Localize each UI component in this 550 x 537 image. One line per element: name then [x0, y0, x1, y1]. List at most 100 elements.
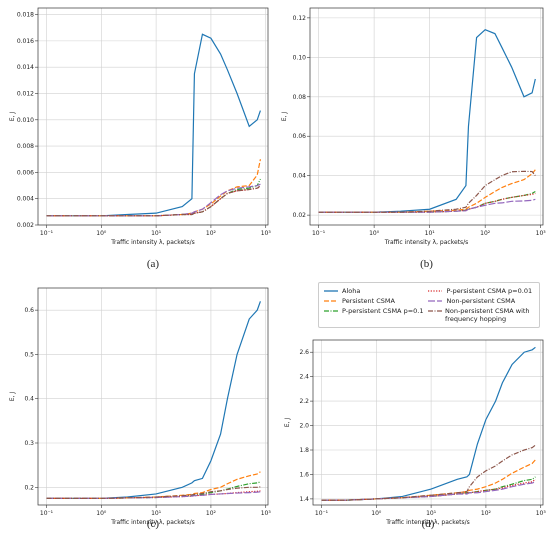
caption: (a)	[147, 258, 160, 270]
y-axis-label: E, J	[9, 112, 16, 122]
y-tick-label: 0.12	[293, 15, 307, 22]
series-line	[46, 178, 261, 217]
y-tick-label: 0.008	[17, 143, 34, 150]
x-tick-label: 10²	[481, 510, 492, 517]
x-tick-label: 10⁰	[369, 230, 380, 237]
legend-item: Aloha	[323, 287, 423, 295]
series-line	[318, 170, 536, 213]
legend-swatch	[428, 290, 443, 292]
x-tick-label: 10¹	[426, 510, 437, 517]
x-tick-label: 10¹	[425, 230, 436, 237]
x-tick-label: 10¹	[151, 230, 162, 237]
y-axis-label: E, J	[284, 418, 291, 428]
plot-frame	[309, 7, 544, 226]
series-line	[321, 444, 536, 501]
plot-frame	[37, 7, 269, 226]
legend-item: P-persistent CSMA p=0.1	[323, 307, 423, 323]
y-tick-label: 1.8	[299, 447, 309, 454]
caption: (b)	[420, 258, 433, 270]
series-line	[318, 198, 536, 213]
y-tick-label: 0.010	[17, 117, 34, 124]
y-tick-label: 0.3	[24, 440, 34, 447]
x-tick-label: 10²	[206, 510, 217, 517]
y-tick-label: 0.002	[17, 222, 34, 229]
y-axis-label: E, J	[9, 392, 16, 402]
x-tick-label: 10⁰	[96, 230, 107, 237]
x-axis-label: Traffic intensity λ, packets/s	[385, 519, 470, 526]
y-tick-label: 1.4	[299, 496, 309, 503]
x-axis-label: Traffic intensity λ, packets/s	[110, 519, 195, 526]
x-axis-label: Traffic intensity λ, packets/s	[110, 239, 195, 246]
y-tick-label: 0.10	[293, 54, 307, 61]
series-line	[46, 185, 261, 217]
y-axis-label: E, J	[281, 112, 288, 122]
y-tick-label: 0.006	[17, 169, 34, 176]
legend-swatch	[324, 290, 338, 292]
series-line	[46, 486, 261, 499]
y-tick-label: 0.014	[17, 64, 34, 71]
legend-item: Non-persistent CSMA	[427, 297, 535, 305]
plot-frame	[312, 339, 544, 506]
series-line	[321, 481, 536, 501]
series-line	[46, 159, 262, 217]
y-tick-label: 0.4	[24, 396, 34, 403]
y-tick-label: 1.6	[299, 471, 309, 478]
y-tick-label: 0.5	[24, 351, 34, 358]
x-tick-label: 10²	[206, 230, 217, 237]
y-tick-label: 2.6	[299, 349, 309, 356]
y-tick-label: 0.016	[17, 38, 34, 45]
x-tick-label: 10³	[536, 230, 547, 237]
legend-item: Non-persistent CSMA with frequency hoppi…	[427, 307, 535, 323]
y-tick-label: 0.2	[24, 484, 34, 491]
legend-label: P-persistent CSMA p=0.01	[446, 287, 533, 295]
legend-swatch	[428, 300, 443, 302]
series-line	[46, 186, 261, 217]
y-tick-label: 2.2	[299, 398, 309, 405]
y-tick-label: 0.02	[293, 212, 307, 219]
y-tick-label: 0.012	[17, 90, 34, 97]
series-line	[321, 346, 536, 501]
series-line	[321, 459, 536, 501]
y-tick-label: 0.018	[17, 12, 34, 19]
x-tick-label: 10⁻¹	[40, 510, 54, 517]
x-axis-label: Traffic intensity λ, packets/s	[384, 239, 469, 246]
series-line	[46, 301, 261, 499]
legend-label: Persistent CSMA	[342, 297, 395, 305]
legend-swatch	[324, 310, 338, 312]
x-tick-label: 10⁰	[371, 510, 382, 517]
x-tick-label: 10⁰	[96, 510, 107, 517]
y-tick-label: 0.08	[293, 94, 307, 101]
legend-label: Non-persistent CSMA with frequency hoppi…	[445, 307, 530, 323]
legend: Aloha Persistent CSMA P-persistent CSMA p=…	[318, 282, 540, 328]
series-line	[318, 169, 536, 213]
y-tick-label: 0.6	[24, 307, 34, 314]
caption: (d)	[422, 518, 435, 530]
caption: (c)	[147, 518, 160, 530]
plot-frame	[37, 287, 269, 506]
x-tick-label: 10³	[261, 510, 272, 517]
series-line	[46, 33, 261, 217]
y-tick-label: 2.4	[299, 374, 309, 381]
legend-label: P-persistent CSMA p=0.1	[342, 307, 424, 315]
legend-label: Aloha	[342, 287, 361, 295]
y-tick-label: 2.0	[299, 423, 309, 430]
y-tick-label: 0.06	[293, 133, 307, 140]
y-tick-label: 0.004	[17, 196, 34, 203]
x-tick-label: 10¹	[151, 510, 162, 517]
legend-swatch	[324, 300, 338, 302]
x-tick-label: 10⁻¹	[315, 510, 329, 517]
x-tick-label: 10³	[261, 230, 272, 237]
x-tick-label: 10⁻¹	[40, 230, 54, 237]
y-tick-label: 0.04	[293, 173, 307, 180]
legend-item: Persistent CSMA	[323, 297, 423, 305]
x-tick-label: 10⁻¹	[312, 230, 326, 237]
series-line	[46, 183, 261, 217]
x-tick-label: 10²	[480, 230, 491, 237]
legend-swatch	[428, 310, 442, 312]
x-tick-label: 10³	[536, 510, 547, 517]
series-line	[46, 481, 261, 499]
legend-label: Non-persistent CSMA	[446, 297, 516, 305]
legend-item: P-persistent CSMA p=0.01	[427, 287, 535, 295]
